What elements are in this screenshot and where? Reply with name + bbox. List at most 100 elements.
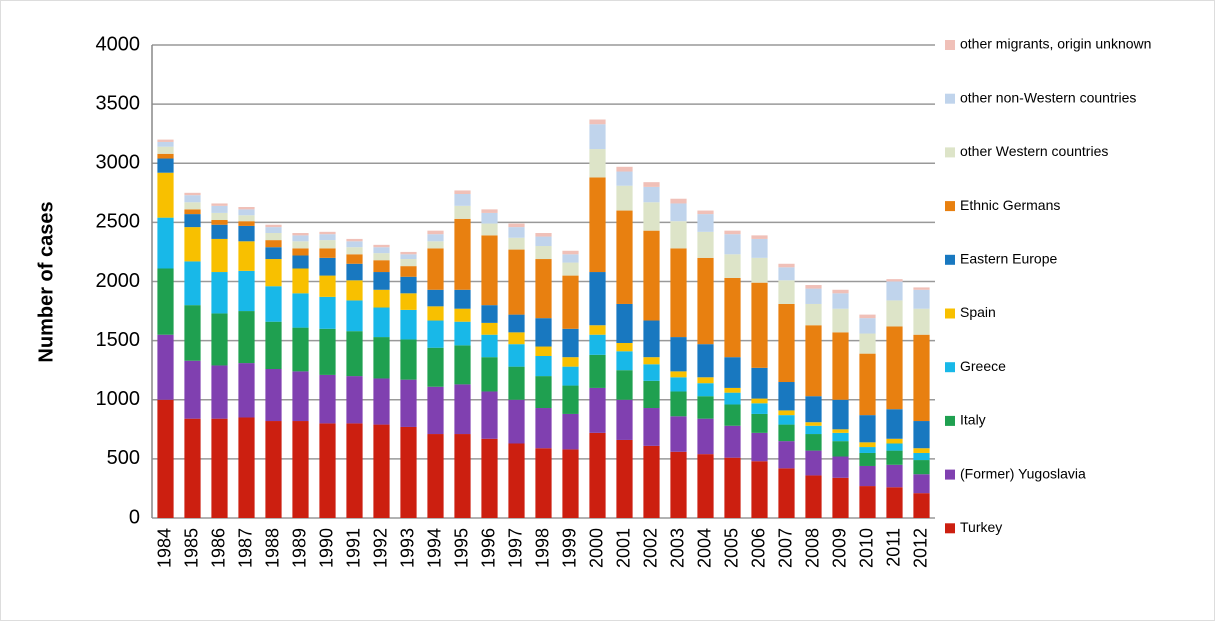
- bar-segment: [454, 190, 471, 194]
- bar-segment: [400, 251, 417, 255]
- bar-segment: [346, 331, 363, 377]
- bar-segment: [427, 230, 444, 235]
- x-tick-label: 2004: [694, 528, 714, 568]
- bar-segment: [427, 320, 444, 348]
- bar-segment: [292, 268, 309, 294]
- bar-segment: [751, 461, 768, 518]
- bar-segment: [751, 413, 768, 433]
- bar-segment: [508, 237, 525, 250]
- bar-segment: [400, 276, 417, 294]
- x-tick-label: 2002: [640, 528, 660, 568]
- bar-segment: [832, 332, 849, 400]
- bar-segment: [184, 360, 201, 419]
- bar-segment: [805, 285, 822, 289]
- bar-segment: [157, 139, 174, 142]
- bar-segment: [913, 421, 930, 449]
- bar-segment: [643, 186, 660, 203]
- bar-segment: [319, 374, 336, 424]
- bar-segment: [589, 325, 606, 335]
- bar-segment: [481, 223, 498, 236]
- bar-segment: [346, 300, 363, 332]
- x-tick-label: 2003: [667, 528, 687, 568]
- bar-segment: [724, 457, 741, 518]
- bar-segment: [913, 452, 930, 461]
- bar-segment: [751, 398, 768, 404]
- bar-segment: [697, 257, 714, 345]
- x-tick-label: 1985: [181, 528, 201, 568]
- bar-segment: [292, 327, 309, 372]
- bar-segment: [859, 318, 876, 334]
- bar-segment: [751, 257, 768, 283]
- bar-segment: [238, 270, 255, 312]
- bar-segment: [508, 399, 525, 444]
- bar-segment: [859, 333, 876, 354]
- bar-segment: [913, 287, 930, 290]
- x-tick-label: 2008: [802, 528, 822, 568]
- bar-segment: [373, 337, 390, 379]
- bar-segment: [751, 403, 768, 414]
- bar-segment: [427, 434, 444, 518]
- bar-segment: [886, 438, 903, 444]
- bar-segment: [238, 311, 255, 364]
- bar-segment: [184, 192, 201, 196]
- bar-segment: [508, 227, 525, 238]
- bar-segment: [832, 441, 849, 457]
- x-tick-label: 2000: [586, 528, 606, 568]
- bar-segment: [778, 280, 795, 304]
- bar-segment: [292, 235, 309, 242]
- bar-segment: [211, 203, 228, 206]
- bar-segment: [184, 261, 201, 306]
- bar-segment: [481, 305, 498, 323]
- bar-segment: [670, 337, 687, 372]
- bar-segment: [697, 396, 714, 419]
- bar-segment: [373, 378, 390, 425]
- bar-segment: [373, 253, 390, 261]
- bar-segment: [643, 364, 660, 381]
- bar-segment: [670, 198, 687, 204]
- bar-segment: [778, 267, 795, 281]
- x-tick-label: 1992: [370, 528, 390, 568]
- bar-segment: [535, 233, 552, 237]
- x-tick-label: 1991: [343, 528, 363, 568]
- bar-segment: [832, 429, 849, 433]
- bar-segment: [211, 418, 228, 518]
- bar-segment: [157, 399, 174, 518]
- legend-label: (Former) Yugoslavia: [960, 465, 1086, 481]
- x-tick-label: 1994: [424, 528, 444, 568]
- bar-segment: [265, 259, 282, 287]
- bar-segment: [724, 277, 741, 358]
- bar-segment: [400, 426, 417, 518]
- bar-segment: [481, 209, 498, 213]
- bar-segment: [670, 248, 687, 338]
- bar-segment: [373, 244, 390, 248]
- bar-segment: [238, 207, 255, 210]
- bar-segment: [184, 418, 201, 518]
- bar-segment: [184, 227, 201, 262]
- bar-segment: [292, 241, 309, 249]
- bar-segment: [427, 248, 444, 290]
- legend-label: other Western countries: [960, 143, 1108, 159]
- bar-segment: [886, 450, 903, 465]
- legend-swatch: [945, 147, 955, 158]
- bar-segment: [292, 371, 309, 422]
- bar-segment: [508, 366, 525, 400]
- bar-segment: [400, 379, 417, 427]
- bar-segment: [913, 289, 930, 309]
- legend-label: other non-Western countries: [960, 89, 1136, 105]
- bar-segment: [913, 334, 930, 422]
- bar-segment: [157, 268, 174, 335]
- bar-segment: [724, 404, 741, 426]
- bar-segment: [913, 460, 930, 475]
- bar-segment: [481, 334, 498, 358]
- bar-segment: [346, 280, 363, 301]
- legend-label: Spain: [960, 304, 996, 320]
- bar-segment: [670, 391, 687, 417]
- bar-segment: [508, 314, 525, 333]
- bar-segment: [535, 246, 552, 260]
- bar-segment: [562, 250, 579, 255]
- bar-segment: [778, 303, 795, 383]
- bar-segment: [697, 377, 714, 384]
- bar-segment: [805, 450, 822, 476]
- bar-segment: [805, 422, 822, 426]
- bar-segment: [535, 376, 552, 409]
